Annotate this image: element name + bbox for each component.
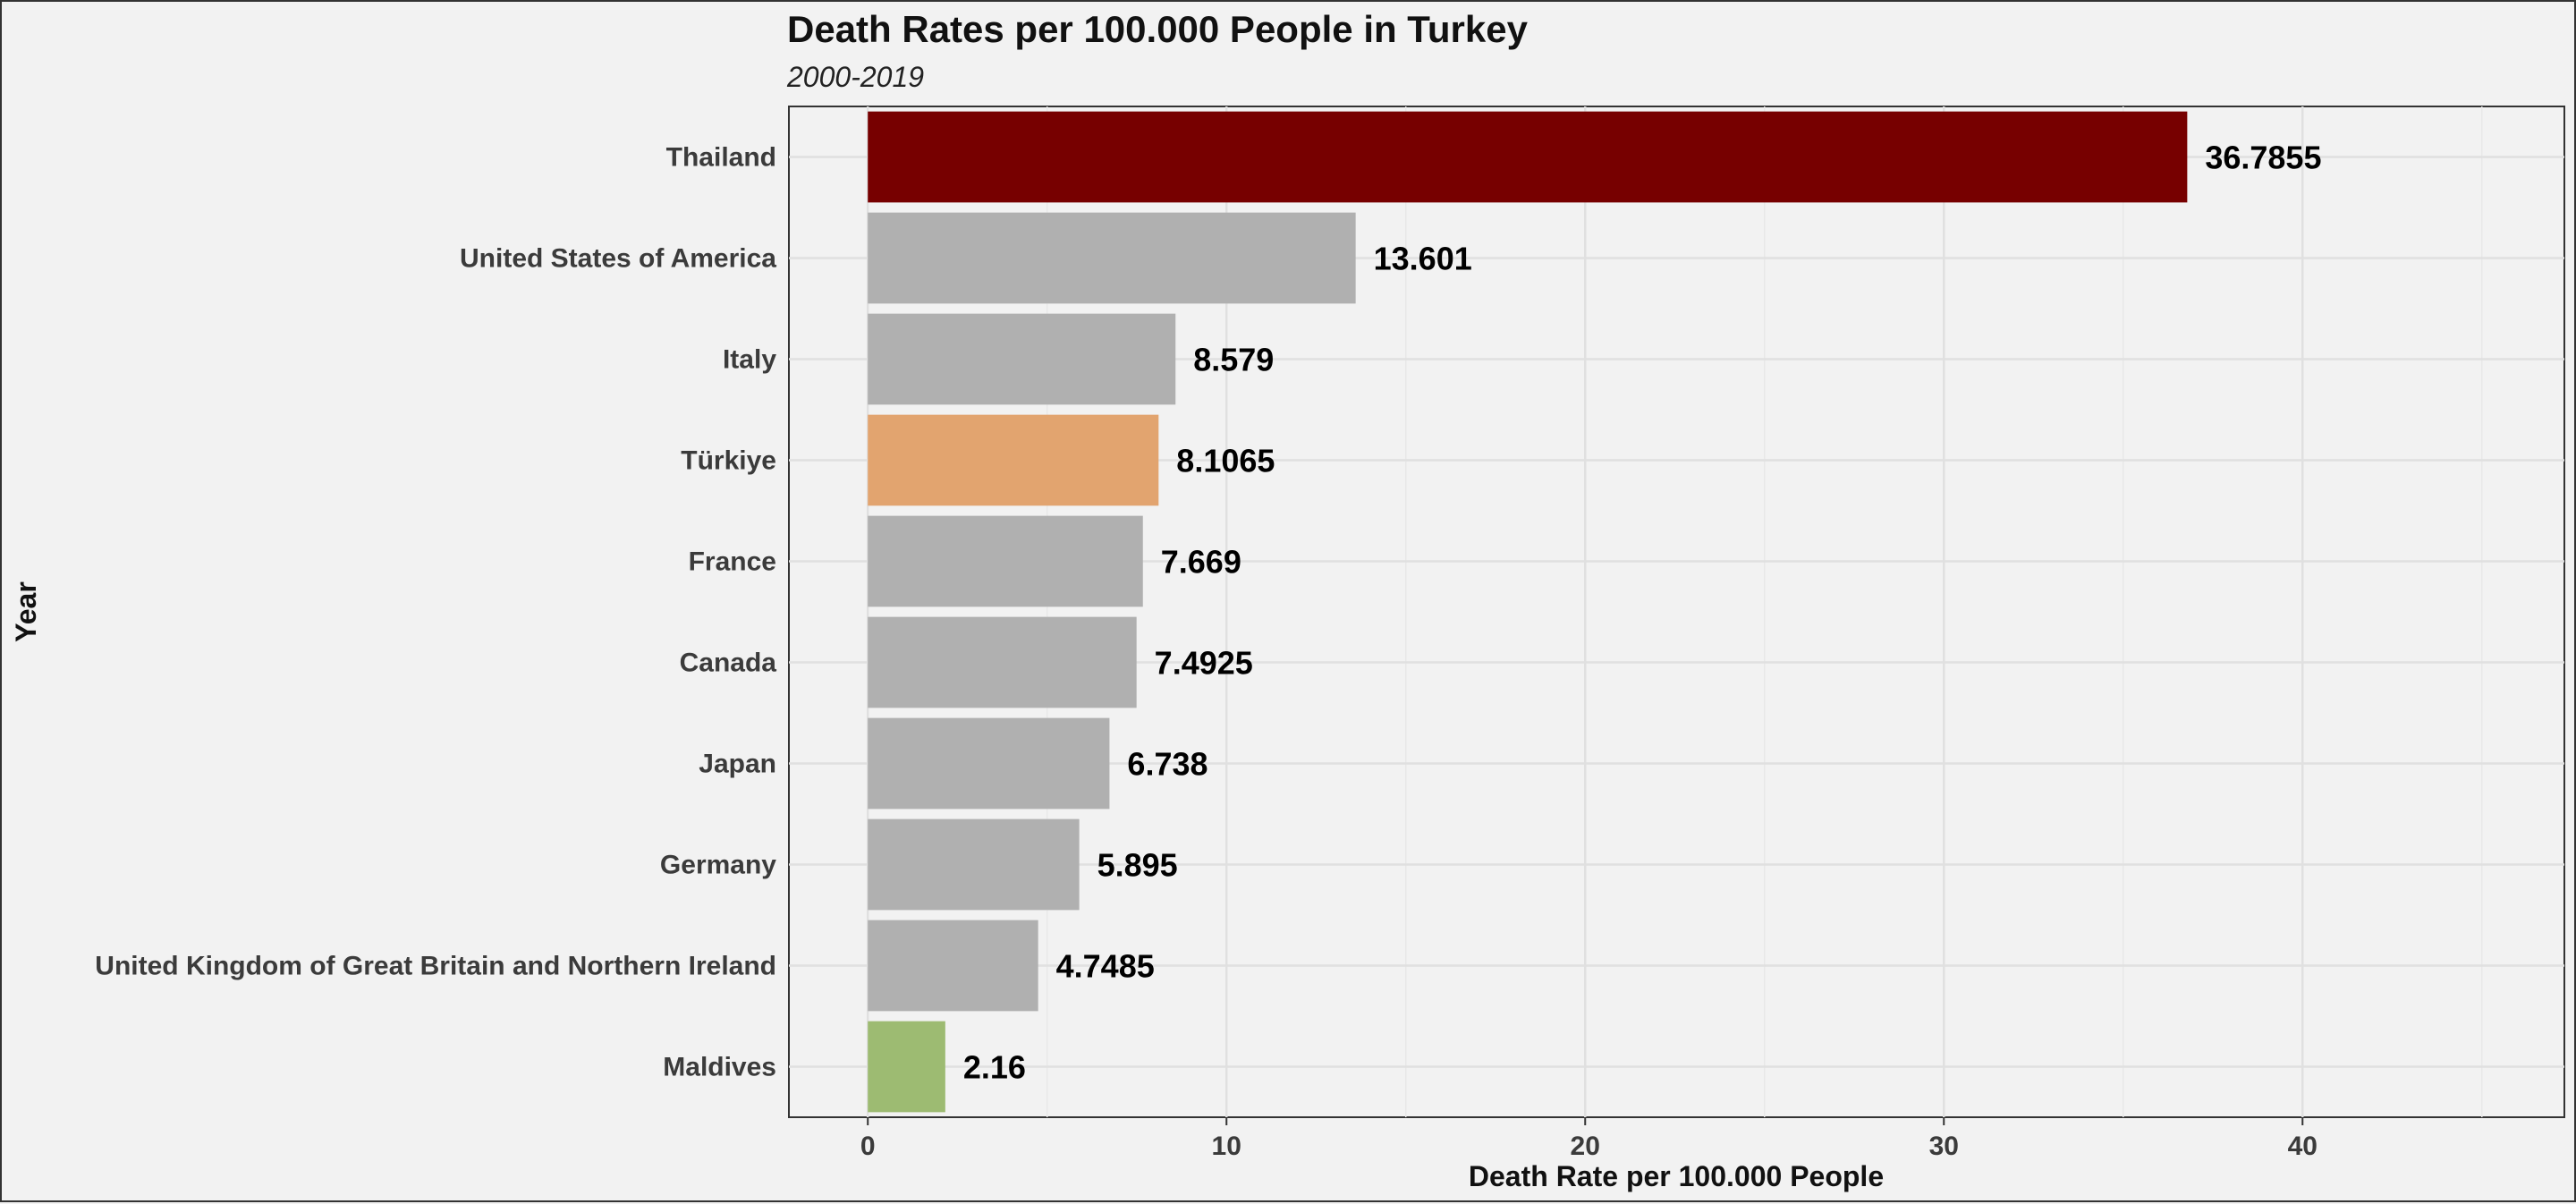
bar: [868, 717, 1110, 810]
category-label: United States of America: [460, 244, 776, 274]
chart-subtitle: 2000-2019: [786, 61, 924, 93]
value-label: 4.7485: [1056, 948, 1155, 985]
category-label: Maldives: [663, 1053, 776, 1082]
category-label: Italy: [723, 345, 776, 375]
bar: [868, 1021, 945, 1113]
bar: [868, 920, 1038, 1012]
value-label: 5.895: [1097, 847, 1178, 884]
bar: [868, 111, 2188, 203]
bar: [868, 616, 1137, 708]
x-ticks: 0 10 20 30 40: [860, 1117, 2318, 1161]
x-axis-title: Death Rate per 100.000 People: [1469, 1160, 1884, 1192]
x-tick-label: 0: [860, 1132, 876, 1161]
category-label: United Kingdom of Great Britain and Nort…: [95, 952, 776, 981]
bar: [868, 212, 1356, 304]
bar: [868, 818, 1080, 911]
value-label: 6.738: [1127, 746, 1208, 783]
value-label: 7.4925: [1155, 645, 1253, 682]
bar: [868, 313, 1176, 405]
category-label: Germany: [660, 851, 776, 880]
value-label: 8.1065: [1176, 443, 1275, 479]
value-labels: 36.7855 13.601 8.579 8.1065 7.669 7.4925 6.738…: [963, 140, 2322, 1086]
category-label: Thailand: [666, 143, 776, 173]
category-label: France: [689, 547, 776, 577]
x-tick-label: 10: [1212, 1132, 1241, 1161]
bars-group: [868, 111, 2188, 1113]
category-label: Japan: [699, 750, 776, 779]
y-axis-title: Year: [10, 581, 42, 642]
value-label: 2.16: [963, 1049, 1026, 1086]
value-label: 13.601: [1374, 241, 1472, 277]
category-label: Türkiye: [681, 446, 776, 476]
value-label: 36.7855: [2205, 140, 2321, 176]
value-label: 8.579: [1193, 342, 1274, 378]
bar: [868, 414, 1159, 506]
x-tick-label: 20: [1571, 1132, 1600, 1161]
chart-title: Death Rates per 100.000 People in Turkey: [787, 8, 1529, 50]
x-tick-label: 40: [2288, 1132, 2318, 1161]
x-tick-label: 30: [1929, 1132, 1959, 1161]
category-label: Canada: [680, 649, 777, 678]
value-label: 7.669: [1161, 544, 1241, 581]
bar: [868, 515, 1143, 607]
category-labels: Thailand United States of America Italy Tür…: [95, 143, 776, 1082]
